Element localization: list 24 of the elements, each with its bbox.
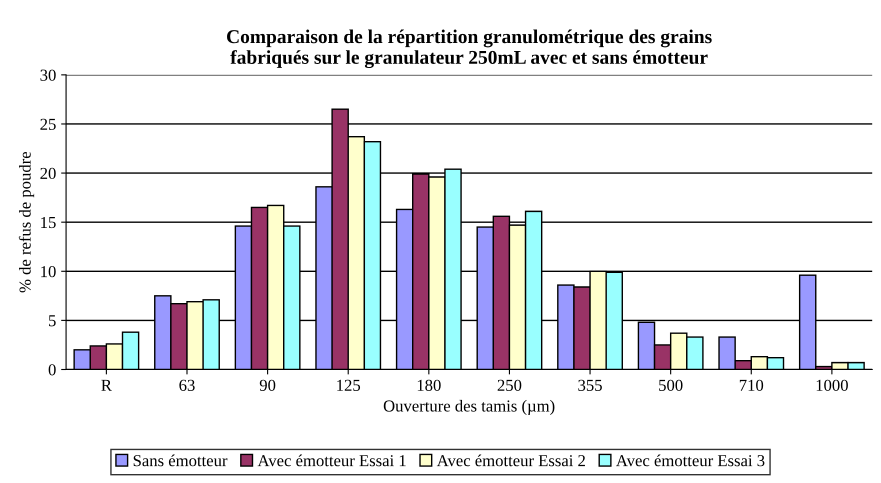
- x-tick-label: 1000: [816, 380, 848, 391]
- y-tick-label: 15: [41, 216, 56, 228]
- x-tick-label: 500: [659, 380, 683, 391]
- x-tick-label: 90: [260, 380, 276, 391]
- x-tick-label: 180: [418, 380, 441, 391]
- x-tick-label: 250: [498, 380, 522, 391]
- legend-label: Avec émotteur Essai 1: [258, 454, 406, 466]
- x-axis-title: Ouverture des tamis (µm): [384, 400, 554, 415]
- y-tick-label: 20: [40, 168, 56, 180]
- x-tick-label: 355: [578, 380, 602, 391]
- x-tick-label: 125: [337, 380, 360, 391]
- legend-label: Avec émotteur Essai 3: [616, 454, 764, 466]
- x-tick-label: 710: [740, 380, 764, 391]
- y-tick-label: 5: [48, 315, 56, 326]
- x-tick-label: R: [101, 380, 112, 391]
- legend-label: Avec émotteur Essai 2: [436, 454, 585, 466]
- x-tick-label: 63: [179, 380, 195, 391]
- chart-title: Comparaison de la répartition granulométrique des grains fabriqués sur le granulateur 250mL avec et sans émotteur: [227, 30, 712, 68]
- y-tick-label: 0: [48, 364, 56, 376]
- y-axis-title: % de refus de poudre: [18, 152, 34, 292]
- y-tick-label: 10: [41, 266, 56, 278]
- y-tick-label: 25: [40, 118, 56, 130]
- y-tick-label: 30: [40, 70, 56, 81]
- legend-label: Sans émotteur: [134, 454, 228, 466]
